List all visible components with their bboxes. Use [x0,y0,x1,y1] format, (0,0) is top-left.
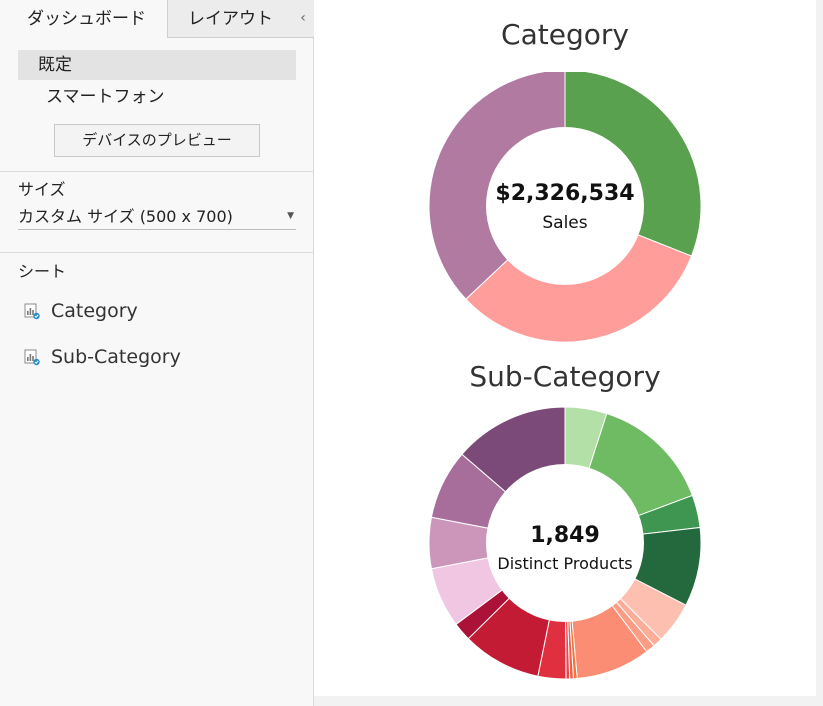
donut-hole [486,464,644,622]
sheet-item-sub-category[interactable]: Sub-Category [24,344,181,370]
divider [0,171,314,172]
chart-title-sub-category: Sub-Category [469,360,661,393]
sheets-label: シート [18,262,67,281]
center-value: 1,849 [530,523,600,548]
donut-hole [486,127,644,285]
dashboard-canvas: Category $2,326,534 Sales Sub-Category 1… [314,0,816,696]
chart-title-category: Category [501,18,629,51]
sheet-item-label: Sub-Category [51,346,181,368]
tab-layout[interactable]: レイアウト [168,0,314,38]
worksheet-icon [24,303,40,320]
sheet-item-label: Category [51,300,138,322]
sheet-item-category[interactable]: Category [24,298,138,324]
layout-sidebar: ダッシュボード レイアウト ‹ 既定 スマートフォン デバイスのプレビュー サイ… [0,0,314,706]
tab-dashboard[interactable]: ダッシュボード [0,0,168,38]
device-item-phone[interactable]: スマートフォン [46,87,165,107]
divider [0,252,314,253]
size-label: サイズ [18,180,66,199]
collapse-sidebar-icon[interactable]: ‹ [300,10,306,26]
center-label: Sales [542,213,587,233]
device-item-default[interactable]: 既定 [18,50,296,80]
worksheet-icon [24,349,40,366]
size-dropdown[interactable]: カスタム サイズ (500 x 700) ▼ [18,203,296,230]
device-preview-button[interactable]: デバイスのプレビュー [54,124,260,157]
category-donut-chart[interactable]: $2,326,534 Sales [314,72,816,348]
sub-category-donut-chart[interactable]: 1,849 Distinct Products [314,405,816,685]
chevron-down-icon: ▼ [287,211,294,221]
size-dropdown-value: カスタム サイズ (500 x 700) [18,207,233,226]
center-label: Distinct Products [497,554,632,573]
sidebar-tabs: ダッシュボード レイアウト ‹ [0,0,314,38]
center-value: $2,326,534 [495,181,634,206]
